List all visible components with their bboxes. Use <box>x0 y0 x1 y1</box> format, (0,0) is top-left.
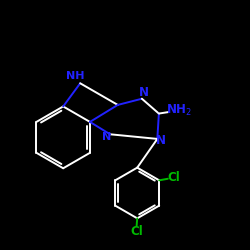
Text: Cl: Cl <box>130 225 143 238</box>
Text: N: N <box>156 134 166 147</box>
Text: N: N <box>139 86 149 99</box>
Text: NH: NH <box>66 70 85 81</box>
Text: NH$_2$: NH$_2$ <box>166 103 192 118</box>
Text: N: N <box>102 132 112 142</box>
Text: Cl: Cl <box>168 171 180 184</box>
